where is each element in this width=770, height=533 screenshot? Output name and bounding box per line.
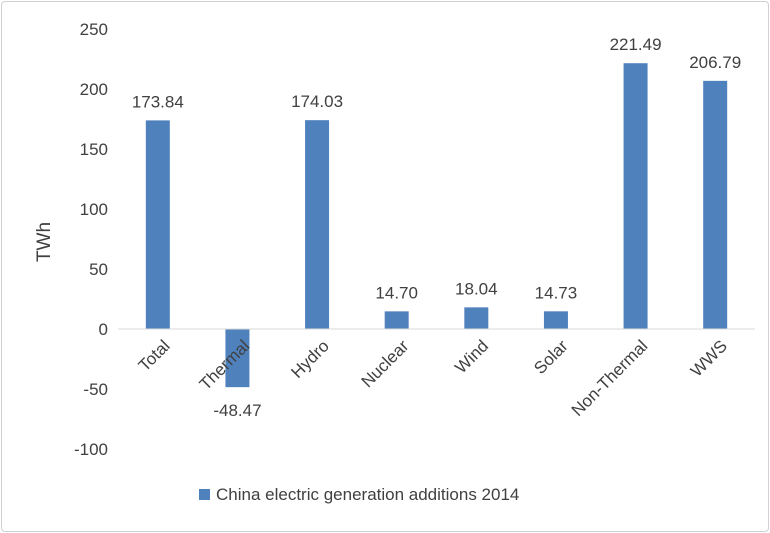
data-labels: 173.84 -48.47 174.03 14.70 18.04 14.73 221.49 2… [132, 35, 741, 420]
data-label: 18.04 [455, 279, 498, 298]
y-tick-label: -50 [83, 380, 108, 399]
category-label: Solar [530, 336, 572, 378]
category-label: Non-Thermal [568, 336, 652, 420]
y-axis-label: TWh [34, 222, 55, 262]
bar-wws [703, 80, 728, 330]
bar-wind [464, 307, 489, 329]
data-label: -48.47 [213, 401, 261, 420]
category-label: Total [135, 336, 174, 375]
y-tick-label: 0 [99, 320, 108, 339]
legend-label: China electric generation additions 2014 [216, 485, 519, 504]
data-label: 221.49 [610, 35, 662, 54]
y-tick-label: 150 [80, 140, 108, 159]
y-tick-label: 250 [80, 20, 108, 39]
category-label: Nuclear [358, 336, 413, 391]
bar-series [145, 63, 728, 388]
category-label: Wind [451, 336, 492, 377]
bar-total [145, 120, 170, 329]
y-tick-labels: 250 200 150 100 50 0 -50 -100 [74, 20, 108, 459]
y-tick-label: -100 [74, 440, 108, 459]
bar-non-thermal [623, 63, 648, 329]
y-tick-label: 200 [80, 80, 108, 99]
bar-hydro [305, 120, 330, 329]
data-label: 206.79 [689, 53, 741, 72]
data-label: 173.84 [132, 92, 184, 111]
bar-thermal [225, 329, 250, 388]
y-tick-label: 100 [80, 200, 108, 219]
data-label: 14.70 [375, 283, 418, 302]
legend: China electric generation additions 2014 [199, 485, 519, 504]
bar-solar [543, 311, 568, 329]
bar-nuclear [384, 311, 409, 329]
category-label: Hydro [287, 336, 333, 382]
y-tick-label: 50 [89, 260, 108, 279]
data-label: 14.73 [535, 283, 578, 302]
legend-swatch [199, 489, 210, 500]
category-label: WWS [687, 336, 731, 380]
data-label: 174.03 [291, 92, 343, 111]
